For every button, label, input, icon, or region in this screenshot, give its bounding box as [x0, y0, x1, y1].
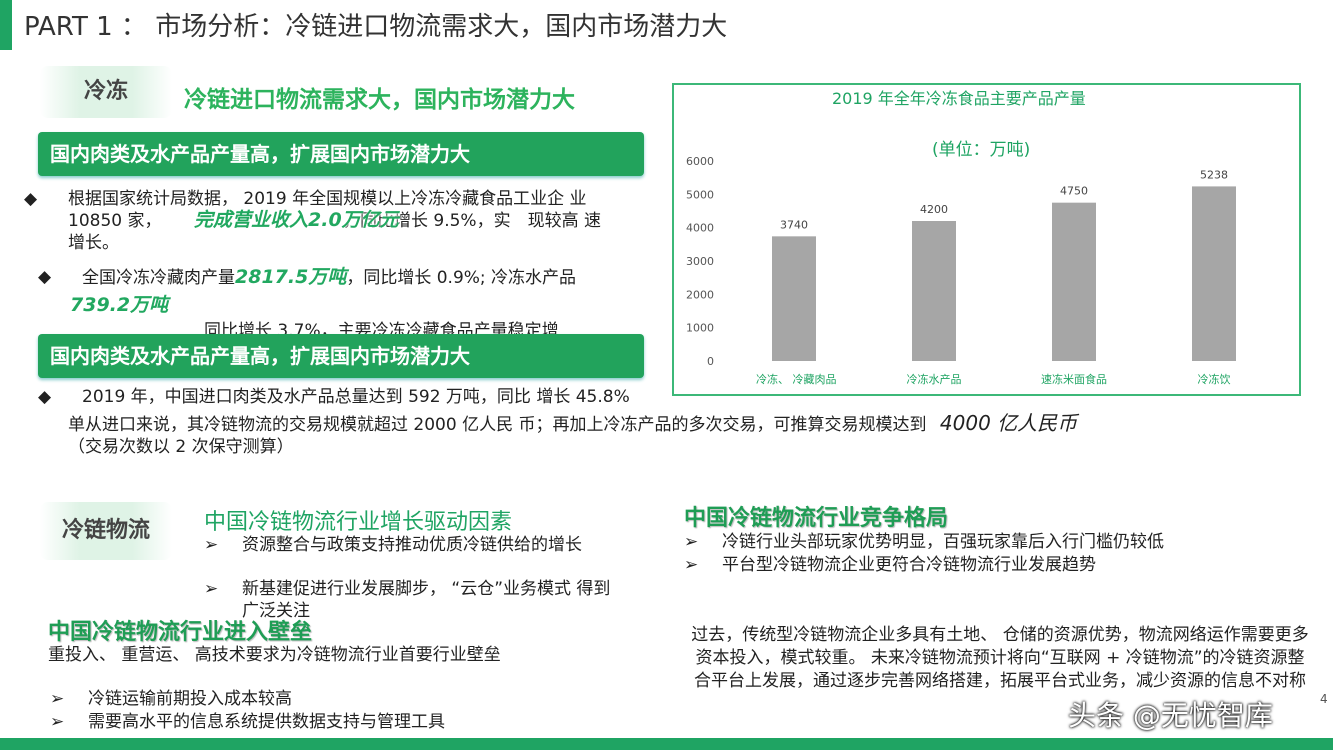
text: 根据国家统计局数据， 2019 年全国规模以上冷冻冷藏食品工业企 业 10850… — [68, 189, 587, 231]
accent-bar — [0, 0, 12, 50]
value-label: 5238 — [1200, 168, 1228, 181]
highlight: 2817.5万吨 — [235, 266, 347, 288]
paragraph: 单从进口来说，其冷链物流的交易规模就超过 2000 亿人民 币；再加上冷冻产品的… — [68, 412, 1308, 458]
bullet: 需要高水平的信息系统提供数据支持与管理工具 — [50, 711, 445, 733]
bullet: 冷链行业头部玩家优势明显，百强玩家靠后入行门槛仍较低 — [684, 531, 1164, 553]
bar — [1192, 186, 1236, 361]
text: 单从进口来说，其冷链物流的交易规模就超过 2000 亿人民 币；再加上冷冻产品的… — [68, 415, 927, 435]
y-tick-label: 3000 — [686, 255, 714, 268]
y-tick-label: 4000 — [686, 222, 714, 235]
value-label: 3740 — [780, 218, 808, 231]
x-tick-label: 冷冻水产品 — [907, 372, 962, 386]
bullet: 全国冷冻冷藏肉产量2817.5万吨，同比增长 0.9%; 冷冻水产品 — [38, 266, 622, 289]
headline: 冷链进口物流需求大，国内市场潜力大 — [184, 87, 575, 113]
banner: 国内肉类及水产品产量高，扩展国内市场潜力大 — [38, 334, 644, 378]
text: （交易次数以 2 次保守测算） — [68, 437, 294, 457]
badge: 冷链物流 — [40, 502, 172, 560]
y-tick-label: 6000 — [686, 155, 714, 168]
chart-frame — [672, 83, 1301, 396]
highlight: 739.2万吨 — [70, 294, 169, 316]
heading: 中国冷链物流行业增长驱动因素 — [204, 510, 513, 535]
bar — [912, 221, 956, 361]
heading: 中国冷链物流行业竞争格局 — [684, 506, 949, 531]
bullet: 新基建促进行业发展脚步， “云仓”业务模式 得到广泛关注 — [204, 578, 617, 622]
y-tick-label: 5000 — [686, 188, 714, 201]
chart: 2019 年全年冷冻食品主要产品产量 (单位：万吨) 0 1000 2000 3000… — [672, 83, 1301, 396]
x-tick-label: 冷冻、 冷藏肉品 — [756, 372, 837, 386]
bullet: 资源整合与政策支持推动优质冷链供给的增长 — [204, 534, 617, 556]
chart-title: 2019 年全年冷冻食品主要产品产量 — [832, 89, 1086, 108]
y-tick-label: 1000 — [686, 322, 714, 335]
y-tick-label: 2000 — [686, 288, 714, 301]
value-label: 4750 — [1060, 185, 1088, 198]
badge: 冷冻 — [40, 66, 172, 118]
highlight: 4000 亿人民币 — [939, 411, 1078, 435]
text: 全国冷冻冷藏肉产量 — [82, 268, 235, 288]
bar — [1052, 202, 1096, 361]
bullet: 冷链运输前期投入成本较高 — [50, 688, 292, 710]
banner: 国内肉类及水产品产量高，扩展国内市场潜力大 — [38, 132, 644, 176]
highlight: 完成营业收入2.0万亿元 — [194, 209, 399, 231]
page-number: 4 — [1320, 692, 1328, 706]
lead: 重投入、 重营运、 高技术要求为冷链物流行业首要行业壁垒 — [48, 645, 501, 665]
x-tick-label: 冷冻饮 — [1198, 372, 1231, 386]
bullet: 根据国家统计局数据， 2019 年全国规模以上冷冻冷藏食品工业企 业 10850… — [24, 188, 613, 254]
y-tick-label: 0 — [707, 355, 714, 368]
text: ，同比增长 9.5%，实 现较高 速增长。 — [68, 211, 601, 253]
text: ，同比增长 0.9%; 冷冻水产品 — [346, 268, 577, 288]
text: 同比增长 3.7%，主要冷冻冷藏食品产量稳定增 — [204, 321, 559, 334]
heading: 中国冷链物流行业进入壁垒 — [48, 620, 313, 645]
watermark: 头条 @无忧智库 — [1068, 699, 1273, 732]
slide-title: PART 1 ： 市场分析：冷链进口物流需求大，国内市场潜力大 — [24, 12, 728, 42]
paragraph: 过去，传统型冷链物流企业多具有土地、 仓储的资源优势，物流网络运作需要更多资本投… — [691, 625, 1309, 691]
bullet: 平台型冷链物流企业更符合冷链物流行业发展趋势 — [684, 554, 1096, 576]
chart-subtitle: (单位：万吨) — [932, 140, 1030, 160]
footer-bar — [0, 738, 1333, 750]
bar — [772, 236, 816, 361]
value-label: 4200 — [920, 203, 948, 216]
x-tick-label: 速冻米面食品 — [1041, 372, 1107, 386]
bullet: 2019 年，中国进口肉类及水产品总量达到 592 万吨，同比 增长 45.8% — [38, 386, 642, 408]
